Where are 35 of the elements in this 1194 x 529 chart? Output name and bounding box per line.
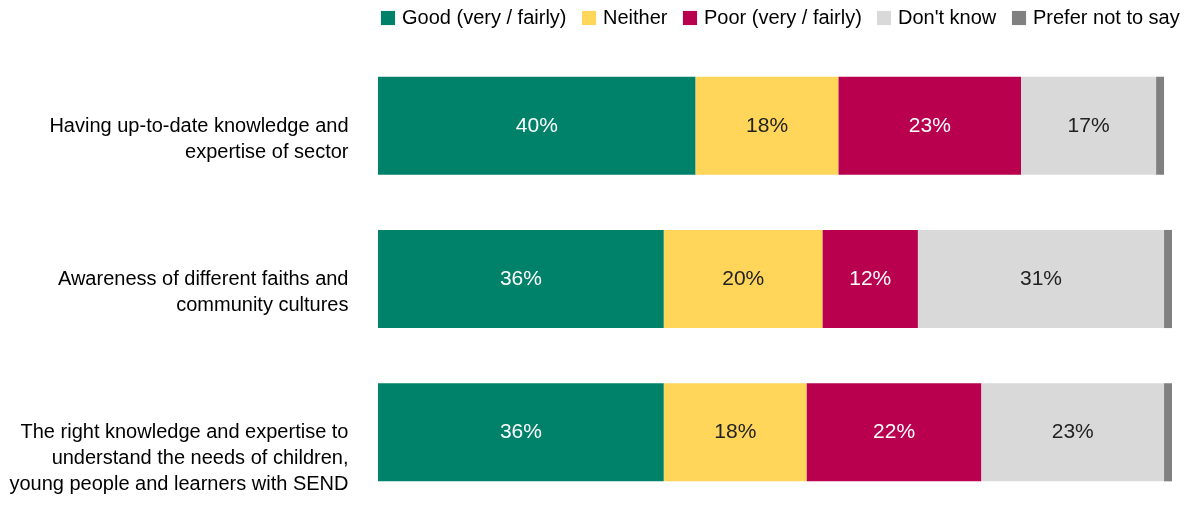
legend-label: Good (very / fairly) <box>402 6 567 28</box>
bar <box>1156 76 1165 175</box>
bar <box>663 229 823 329</box>
bar <box>1164 229 1172 329</box>
data-label: 22% <box>873 419 916 443</box>
legend-label: Neither <box>603 6 668 28</box>
data-label: 23% <box>1051 419 1094 443</box>
bar <box>378 383 664 482</box>
bar <box>838 76 1022 175</box>
y-tick-label: The right knowledge and expertise to understand the needs of children, young people and learners with SEND <box>9 420 349 495</box>
bar <box>1021 76 1157 175</box>
bar <box>1164 383 1172 482</box>
bar <box>822 229 918 329</box>
bar <box>917 229 1165 329</box>
bar <box>981 383 1165 482</box>
data-label: 23% <box>908 112 951 136</box>
data-label: 31% <box>1019 266 1063 289</box>
data-label: 17% <box>1067 112 1110 136</box>
data-label: 12% <box>849 266 892 289</box>
legend-label: Poor (very / fairly) <box>704 6 862 28</box>
bar <box>695 76 839 175</box>
bar <box>806 383 982 482</box>
legend-label: Don't know <box>898 6 997 28</box>
data-label: 18% <box>746 112 789 136</box>
y-tick-label: Awareness of different faiths and community cultures <box>57 267 349 315</box>
bar <box>663 383 807 482</box>
bar <box>378 229 664 329</box>
y-tick-label: Having up-to-date knowledge and expertise of sector <box>49 113 349 162</box>
data-label: 36% <box>499 266 542 289</box>
data-label: 40% <box>515 112 558 136</box>
data-label: 20% <box>722 266 765 289</box>
bar <box>378 76 696 175</box>
data-label: 18% <box>714 419 757 443</box>
legend-label: Prefer not to say <box>1033 6 1180 28</box>
data-label: 36% <box>499 419 542 443</box>
